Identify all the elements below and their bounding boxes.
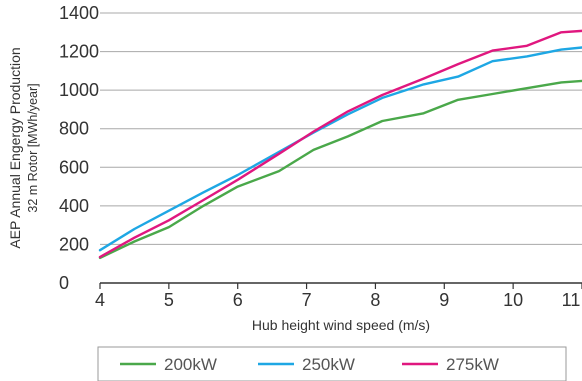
y-tick-label: 1000 bbox=[59, 80, 99, 100]
legend-label-200kW: 200kW bbox=[164, 355, 217, 374]
y-tick-label: 800 bbox=[59, 119, 89, 139]
series-line-275kW bbox=[98, 29, 582, 259]
legend-label-275kW: 275kW bbox=[446, 355, 499, 374]
x-tick-label: 5 bbox=[164, 290, 174, 310]
y-axis-title: AEP Annual Engergy Production 32 m Rotor… bbox=[7, 47, 40, 248]
y-tick-label: 1400 bbox=[59, 3, 99, 23]
x-tick-label: 7 bbox=[302, 290, 312, 310]
y-tick-label: 200 bbox=[59, 234, 89, 254]
x-tick-label: 9 bbox=[439, 290, 449, 310]
y-axis-title-line-2: 32 m Rotor [MWh/year] bbox=[26, 83, 40, 212]
x-tick-label: 4 bbox=[95, 290, 105, 310]
series-line-250kW bbox=[98, 46, 582, 252]
y-tick-label: 600 bbox=[59, 157, 89, 177]
y-axis-title-line-1: AEP Annual Engergy Production bbox=[7, 47, 23, 248]
x-axis-title: Hub height wind speed (m/s) bbox=[252, 317, 430, 333]
series-lines bbox=[98, 29, 582, 260]
legend: 200kW 250kW 275kW bbox=[97, 346, 567, 381]
x-axis-ticks: 4 5 6 7 8 9 10 11 bbox=[95, 290, 580, 310]
x-axis bbox=[99, 282, 582, 289]
y-tick-label: 400 bbox=[59, 196, 89, 216]
x-tick-label: 11 bbox=[562, 290, 581, 310]
legend-box bbox=[97, 346, 567, 381]
x-tick-label: 8 bbox=[370, 290, 380, 310]
legend-label-250kW: 250kW bbox=[302, 355, 355, 374]
y-tick-label: 0 bbox=[59, 273, 69, 293]
y-tick-label: 1200 bbox=[59, 42, 99, 62]
series-line-200kW bbox=[98, 79, 582, 260]
x-tick-label: 10 bbox=[503, 290, 523, 310]
y-axis-ticks: 0 200 400 600 800 1000 1200 1400 bbox=[59, 3, 99, 293]
x-tick-label: 6 bbox=[233, 290, 243, 310]
